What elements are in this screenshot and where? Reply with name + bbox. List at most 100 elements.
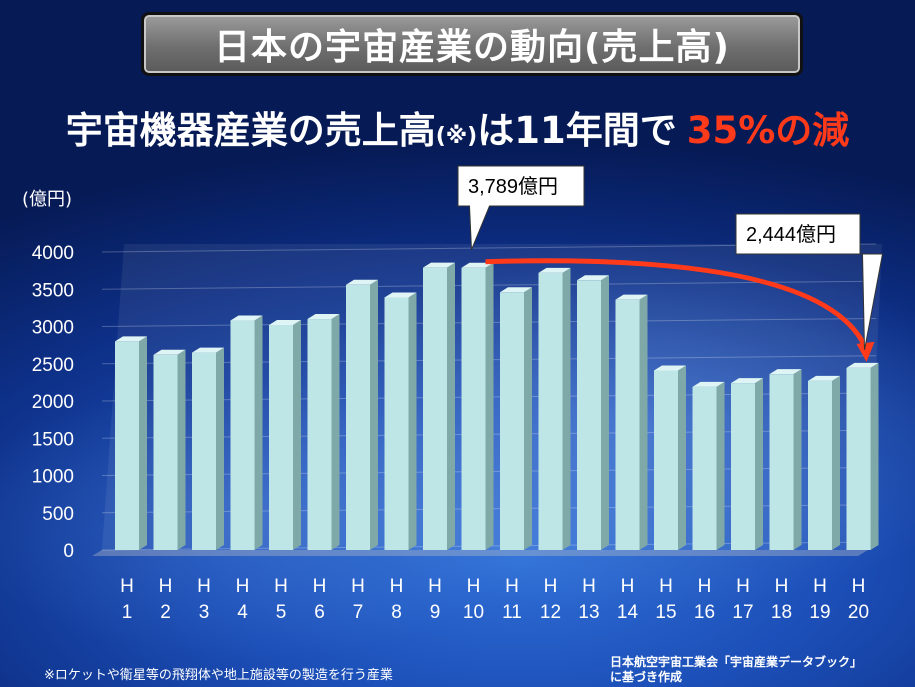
bar [230, 320, 255, 550]
bar [423, 267, 447, 550]
x-tick-label: H [621, 576, 635, 597]
bar-side [870, 362, 879, 550]
bar [346, 284, 370, 550]
x-tick-label: 13 [578, 602, 599, 623]
bar-top [500, 287, 532, 293]
bar [192, 352, 216, 550]
bar-top [731, 378, 763, 384]
x-tick-label: H [659, 576, 673, 597]
bar-side [254, 315, 263, 550]
bar-top [615, 294, 648, 300]
bar-top [115, 336, 147, 342]
bar-top [538, 267, 571, 273]
bar [577, 280, 601, 550]
bar [538, 272, 563, 550]
bar [692, 386, 717, 550]
bar-side [601, 275, 609, 550]
x-tick-label: H [351, 576, 365, 597]
x-tick-label: 9 [430, 602, 441, 623]
x-tick-label: 11 [502, 602, 522, 623]
bar-side [793, 369, 802, 550]
x-tick-label: H [775, 576, 789, 597]
x-tick-label: 17 [732, 602, 753, 623]
y-tick-label: 500 [42, 504, 74, 525]
x-tick-label: H [313, 576, 327, 597]
y-tick-label: 1000 [32, 467, 74, 488]
bar [461, 267, 486, 550]
bar-top [346, 279, 378, 285]
bar [769, 374, 794, 550]
callout-peak-label: 3,789億円 [468, 175, 558, 198]
x-tick-label: 4 [237, 602, 248, 623]
bar [615, 299, 640, 550]
x-tick-label: 19 [809, 602, 830, 623]
x-tick-label: H [390, 576, 404, 597]
bar-side [678, 365, 686, 550]
bar-side [716, 381, 725, 550]
headline-note-mark: (※) [435, 124, 478, 149]
bar-top [230, 315, 263, 321]
x-tick-label: 18 [771, 602, 792, 623]
x-tick-label: 8 [391, 602, 402, 623]
callout-latest-label: 2,444億円 [746, 223, 836, 246]
x-tick-label: H [428, 576, 442, 597]
x-tick-label: H [813, 576, 827, 597]
bar-top [153, 349, 186, 355]
page-title: 日本の宇宙産業の動向(売上高) [141, 12, 803, 76]
y-tick-label: 3500 [32, 280, 74, 301]
y-tick-label: 2000 [32, 392, 74, 413]
x-tick-label: 6 [314, 602, 325, 623]
bar-side [408, 292, 417, 550]
bar-side [331, 314, 340, 550]
bar-side [216, 347, 224, 550]
bar-side [447, 262, 455, 550]
chart-floor [92, 550, 868, 556]
x-tick-label: 3 [199, 602, 210, 623]
x-tick-label: H [236, 576, 250, 597]
x-tick-label: 15 [655, 602, 676, 623]
bar-top [577, 275, 609, 281]
bar [654, 370, 678, 550]
x-tick-label: 16 [694, 602, 715, 623]
callout-peak [457, 165, 585, 250]
y-tick-label: 0 [63, 541, 74, 562]
bar-side [755, 378, 763, 550]
bar-side [562, 267, 571, 550]
x-tick-label: H [505, 576, 519, 597]
bar-top [423, 262, 455, 268]
x-tick-label: H [582, 576, 596, 597]
x-tick-label: H [467, 576, 481, 597]
headline-mid: は11年間で [477, 109, 677, 152]
headline: 宇宙機器産業の売上高(※)は11年間で 35%の減 [0, 100, 915, 154]
bar-top [269, 320, 301, 326]
y-tick-label: 4000 [32, 243, 74, 264]
decline-arrow-head [856, 341, 875, 362]
bar-top [769, 369, 802, 375]
bar [269, 325, 293, 550]
footnote: ※ロケットや衛星等の飛翔体や地上施設等の製造を行う産業 [44, 668, 393, 683]
x-tick-label: 7 [353, 602, 364, 623]
x-tick-label: H [698, 576, 712, 597]
bar-top [384, 292, 417, 298]
x-tick-label: 14 [617, 602, 639, 623]
x-tick-label: 1 [122, 602, 133, 623]
bar-top [461, 262, 494, 268]
x-tick-label: H [120, 576, 134, 597]
headline-highlight: 35%の減 [686, 109, 850, 152]
y-tick-label: 2500 [32, 355, 74, 376]
bar-side [139, 336, 147, 550]
y-tick-label: 1500 [32, 429, 74, 450]
bar [307, 319, 332, 550]
bar [808, 380, 832, 550]
x-tick-label: 2 [160, 602, 171, 623]
bar [846, 367, 871, 550]
y-axis-label: (億円) [22, 189, 72, 210]
x-tick-label: H [159, 576, 173, 597]
bar-side [524, 287, 532, 550]
x-tick-label: H [852, 576, 866, 597]
headline-main: 宇宙機器産業の売上高 [65, 109, 436, 152]
x-tick-label: 5 [276, 602, 287, 623]
x-tick-label: 20 [848, 602, 869, 623]
x-tick-label: H [197, 576, 211, 597]
